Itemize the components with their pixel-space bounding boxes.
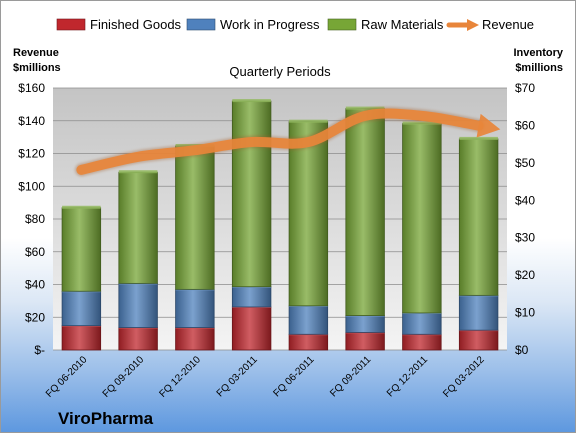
bar-raw-materials xyxy=(175,145,215,290)
left-tick-label: $40 xyxy=(25,278,45,292)
bar-finished-goods xyxy=(118,327,158,351)
bar-finished-goods xyxy=(402,333,442,351)
left-tick-label: $80 xyxy=(25,212,45,226)
category-label: FQ 12-2011 xyxy=(385,354,430,399)
bar-cap-raw-materials xyxy=(232,99,271,103)
legend-label-raw-materials: Raw Materials xyxy=(361,17,444,32)
category-labels: FQ 06-2010 FQ 09-2010 FQ 12-2010 FQ 03-2011… xyxy=(44,354,487,400)
bar-raw-materials xyxy=(458,138,499,296)
bar-cap-raw-materials xyxy=(402,121,442,125)
bar-cap-raw-materials xyxy=(118,170,158,174)
right-tick-label: $70 xyxy=(515,81,535,95)
legend-swatch-raw-materials xyxy=(327,18,357,31)
left-tick-label: $140 xyxy=(18,114,45,128)
bar-finished-goods xyxy=(61,325,102,351)
category-label: FQ 06-2011 xyxy=(272,354,317,399)
bar-cap-raw-materials xyxy=(62,205,101,209)
right-tick-label: $50 xyxy=(515,156,535,170)
legend-label-work-in-progress: Work in Progress xyxy=(220,17,320,32)
bar-work-in-progress xyxy=(61,290,102,327)
right-tick-label: $10 xyxy=(515,306,535,320)
company-name: ViroPharma xyxy=(58,409,154,428)
right-tick-label: $20 xyxy=(515,268,535,282)
bar-finished-goods xyxy=(288,333,329,351)
category-label: FQ 12-2010 xyxy=(157,354,203,400)
left-axis-title-line2: $millions xyxy=(13,62,61,74)
bar-finished-goods xyxy=(231,306,272,351)
right-axis-ticks: $0 $10 $20 $30 $40 $50 $60 $70 xyxy=(515,81,535,357)
left-tick-label: $160 xyxy=(18,81,45,95)
bar-work-in-progress xyxy=(118,282,158,328)
left-tick-label: $120 xyxy=(18,147,45,161)
bar-work-in-progress xyxy=(402,312,442,335)
bar-finished-goods xyxy=(458,329,499,351)
bar-work-in-progress xyxy=(175,288,215,328)
left-axis-ticks: $- $20 $40 $60 $80 $100 $120 $140 $160 xyxy=(18,81,45,357)
left-tick-label: $20 xyxy=(25,310,45,324)
category-label: FQ 03-2012 xyxy=(441,354,487,400)
left-tick-label: $60 xyxy=(25,245,45,259)
legend-swatch-finished-goods xyxy=(56,18,86,31)
bar-stack-group xyxy=(61,99,499,351)
bar-work-in-progress xyxy=(288,305,329,335)
bar-work-in-progress xyxy=(231,286,272,308)
revenue-line xyxy=(76,108,484,175)
left-tick-label: $100 xyxy=(18,179,45,193)
bar-finished-goods xyxy=(345,332,385,351)
revenue-line-arrowhead xyxy=(476,113,501,138)
bar-cap-raw-materials xyxy=(345,106,385,110)
chart-title: Quarterly Periods xyxy=(229,64,331,79)
legend: Finished Goods Work in Progress Raw Materi… xyxy=(56,17,534,32)
bar-raw-materials xyxy=(61,207,102,292)
bar-cap-raw-materials xyxy=(459,136,498,140)
category-label: FQ 09-2010 xyxy=(101,354,147,400)
revenue-line-group xyxy=(74,106,501,177)
bar-raw-materials xyxy=(345,108,385,316)
bar-raw-materials xyxy=(402,123,442,314)
category-label: FQ 09-2011 xyxy=(328,354,373,399)
right-axis-title-line1: Inventory xyxy=(513,47,563,59)
legend-swatch-work-in-progress xyxy=(186,18,216,31)
bar-cap-raw-materials xyxy=(289,119,328,123)
legend-arrow-icon xyxy=(467,19,479,31)
bar-raw-materials xyxy=(118,171,158,284)
right-tick-label: $30 xyxy=(515,231,535,245)
right-axis-title-line2: $millions xyxy=(515,62,563,74)
left-tick-label: $- xyxy=(34,343,45,357)
bar-finished-goods xyxy=(175,327,215,351)
legend-label-finished-goods: Finished Goods xyxy=(90,17,182,32)
left-axis-title-line1: Revenue xyxy=(13,47,59,59)
right-tick-label: $60 xyxy=(515,118,535,132)
bar-work-in-progress xyxy=(345,315,385,333)
bar-work-in-progress xyxy=(458,294,499,331)
right-tick-label: $40 xyxy=(515,193,535,207)
right-tick-label: $0 xyxy=(515,343,529,357)
bar-raw-materials xyxy=(231,100,272,288)
category-label: FQ 06-2010 xyxy=(44,354,90,400)
legend-label-revenue: Revenue xyxy=(482,17,534,32)
category-label: FQ 03-2011 xyxy=(215,354,260,399)
